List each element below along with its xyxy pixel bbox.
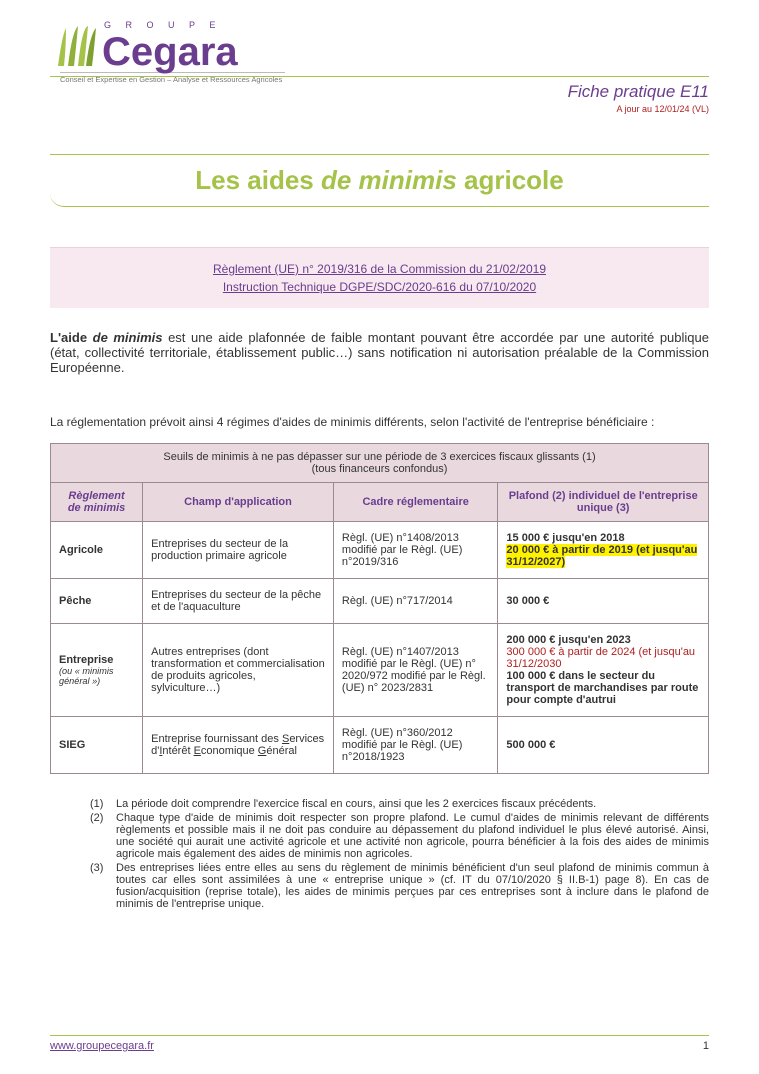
logo-name: Cegara: [56, 30, 285, 70]
title-italic: de minimis: [321, 165, 457, 195]
table-row: Pêche Entreprises du secteur de la pêche…: [51, 579, 709, 624]
col-champ: Champ d'application: [143, 483, 334, 522]
col-plafond: Plafond (2) individuel de l'entreprise u…: [498, 483, 709, 522]
intro-lead-italic: de minimis: [93, 330, 163, 345]
fiche-code: Fiche pratique E11: [568, 82, 709, 102]
col-cadre: Cadre réglementaire: [333, 483, 498, 522]
reference-link-2[interactable]: Instruction Technique DGPE/SDC/2020-616 …: [50, 278, 709, 296]
col1-l2: de minimis: [68, 502, 125, 514]
header: G R O U P E Cegara Conseil et Expertise …: [50, 32, 709, 132]
row-cadre: Règl. (UE) n°1408/2013 modifié par le Rè…: [333, 522, 498, 579]
update-date: A jour au 12/01/24 (VL): [568, 104, 709, 114]
regimes-sentence: La réglementation prévoit ainsi 4 régime…: [50, 415, 709, 429]
table-row: Agricole Entreprises du secteur de la pr…: [51, 522, 709, 579]
brand-text: Cegara: [102, 34, 238, 70]
grass-icon: [56, 30, 100, 70]
seuils-table: Seuils de minimis à ne pas dépasser sur …: [50, 443, 709, 774]
logo-group-label: G R O U P E: [104, 20, 285, 30]
table-row: Entreprise (ou « minimis général ») Autr…: [51, 624, 709, 717]
row-plafond: 200 000 € jusqu'en 2023 300 000 € à part…: [498, 624, 709, 717]
row-cadre: Règl. (UE) n°1407/2013 modifié par le Rè…: [333, 624, 498, 717]
footnote-1: La période doit comprendre l'exercice fi…: [90, 798, 709, 810]
plafond-pre: 15 000 € jusqu'en 2018: [506, 532, 624, 544]
plafond-hl-text: 20 000 € à partir de 2019 (et jusqu'au 3…: [506, 544, 697, 568]
plafond-red: 300 000 € à partir de 2024 (et jusqu'au …: [506, 646, 695, 670]
row-name: Entreprise (ou « minimis général »): [51, 624, 143, 717]
reference-link-1[interactable]: Règlement (UE) n° 2019/316 de la Commiss…: [50, 260, 709, 278]
row-champ: Entreprise fournissant des Services d'In…: [143, 717, 334, 774]
footnotes: La période doit comprendre l'exercice fi…: [50, 798, 709, 910]
plafond-pre: 500 000 €: [506, 739, 555, 751]
plafond-highlight: 20 000 € à partir de 2019 (et jusqu'au 3…: [506, 544, 697, 568]
document-title: Les aides de minimis agricole: [195, 165, 564, 195]
row-name-sub: (ou « minimis général »): [59, 666, 134, 686]
row-champ: Autres entreprises (dont transformation …: [143, 624, 334, 717]
row-plafond: 500 000 €: [498, 717, 709, 774]
caption-sub: (tous financeurs confondus): [312, 463, 448, 475]
row-name: Agricole: [51, 522, 143, 579]
col1-l1: Règlement: [68, 490, 124, 502]
row-name: SIEG: [51, 717, 143, 774]
plafond-pre: 30 000 €: [506, 595, 549, 607]
title-pre: Les aides: [195, 165, 321, 195]
row-cadre: Règl. (UE) n°717/2014: [333, 579, 498, 624]
footnote-3: Des entreprises liées entre elles au sen…: [90, 862, 709, 910]
intro-lead-bold: L'aide: [50, 330, 93, 345]
footer-url[interactable]: www.groupecegara.fr: [50, 1040, 154, 1052]
row-champ: Entreprises du secteur de la pêche et de…: [143, 579, 334, 624]
page-number: 1: [703, 1040, 709, 1052]
row-name-main: Entreprise: [59, 654, 113, 666]
row-plafond: 30 000 €: [498, 579, 709, 624]
table-row: SIEG Entreprise fournissant des Services…: [51, 717, 709, 774]
title-post: agricole: [457, 165, 564, 195]
plafond-pre: 200 000 € jusqu'en 2023: [506, 634, 630, 646]
row-champ: Entreprises du secteur de la production …: [143, 522, 334, 579]
col-reglement: Règlement de minimis: [51, 483, 143, 522]
references-block: Règlement (UE) n° 2019/316 de la Commiss…: [50, 247, 709, 308]
intro-paragraph: L'aide de minimis est une aide plafonnée…: [50, 330, 709, 375]
footer: www.groupecegara.fr 1: [50, 1035, 709, 1052]
title-bar: Les aides de minimis agricole: [50, 154, 709, 207]
plafond-post: 100 000 € dans le secteur du transport d…: [506, 670, 698, 706]
row-name: Pêche: [51, 579, 143, 624]
row-cadre: Règl. (UE) n°360/2012 modifié par le Règ…: [333, 717, 498, 774]
footnote-2: Chaque type d'aide de minimis doit respe…: [90, 812, 709, 860]
row-plafond: 15 000 € jusqu'en 2018 20 000 € à partir…: [498, 522, 709, 579]
caption-main: Seuils de minimis à ne pas dépasser sur …: [163, 451, 595, 463]
logo-block: G R O U P E Cegara Conseil et Expertise …: [56, 20, 285, 84]
table-caption: Seuils de minimis à ne pas dépasser sur …: [51, 444, 709, 483]
row-name-main: Agricole: [59, 544, 103, 556]
